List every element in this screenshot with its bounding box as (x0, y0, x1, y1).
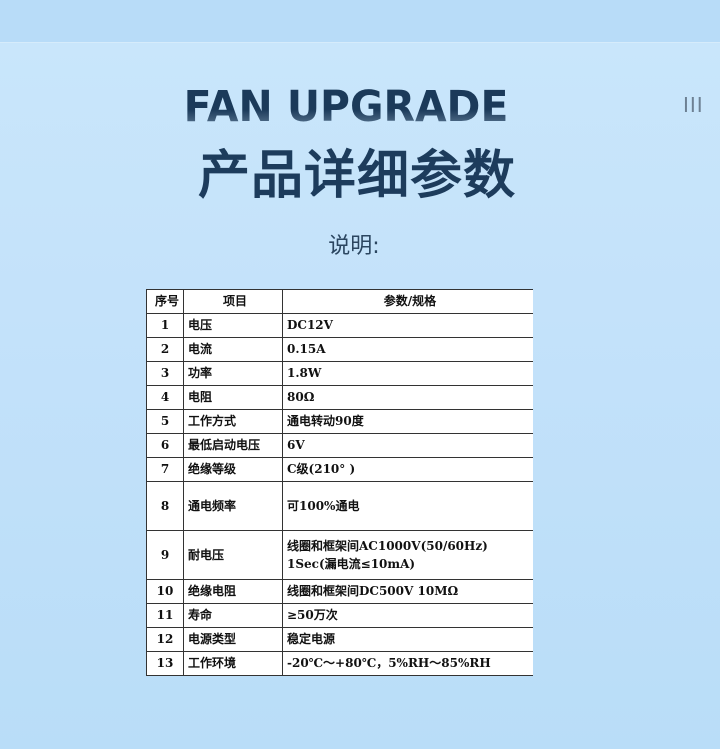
row-item: 工作环境 (183, 651, 283, 676)
table-header-row: 序号 项目 参数/规格 (146, 289, 533, 314)
row-number: 1 (146, 313, 184, 338)
row-number: 4 (146, 385, 184, 410)
row-item: 绝缘电阻 (183, 579, 283, 604)
header-no: 序号 (146, 289, 184, 314)
row-item: 绝缘等级 (183, 457, 283, 482)
row-item: 通电频率 (183, 481, 283, 531)
table-row: 4 电阻 80Ω (146, 385, 533, 410)
row-item: 寿命 (183, 603, 283, 628)
row-item: 功率 (183, 361, 283, 386)
row-value: C级(210° ) (282, 457, 533, 482)
row-value: 线圈和框架间AC1000V(50/60Hz) 1Sec(漏电流≤10mA) (282, 530, 533, 580)
row-number: 10 (146, 579, 184, 604)
row-value: 通电转动90度 (282, 409, 533, 434)
table-row: 7 绝缘等级 C级(210° ) (146, 457, 533, 482)
row-number: 11 (146, 603, 184, 628)
row-item: 电源类型 (183, 627, 283, 652)
row-item: 最低启动电压 (183, 433, 283, 458)
row-number: 8 (146, 481, 184, 531)
spec-table: 序号 项目 参数/规格 1 电压 DC12V 2 电流 0.15A 3 功率 1.8W 4 电阻 80… (146, 289, 533, 676)
row-item: 耐电压 (183, 530, 283, 580)
row-value: 1.8W (282, 361, 533, 386)
table-row: 6 最低启动电压 6V (146, 433, 533, 458)
row-value-line: 线圈和框架间AC1000V(50/60Hz) (287, 538, 488, 553)
table-row: 2 电流 0.15A (146, 337, 533, 362)
row-value: 线圈和框架间DC500V 10MΩ (282, 579, 533, 604)
row-number: 7 (146, 457, 184, 482)
table-row: 8 通电频率 可100%通电 (146, 481, 533, 531)
header-value: 参数/规格 (282, 289, 533, 314)
row-item: 电流 (183, 337, 283, 362)
table-row: 3 功率 1.8W (146, 361, 533, 386)
table-row: 1 电压 DC12V (146, 313, 533, 338)
row-number: 5 (146, 409, 184, 434)
row-item: 电阻 (183, 385, 283, 410)
title-chinese: 产品详细参数 (197, 146, 516, 206)
row-value: ≥50万次 (282, 603, 533, 628)
row-value: DC12V (282, 313, 533, 338)
row-item: 电压 (183, 313, 283, 338)
row-item: 工作方式 (183, 409, 283, 434)
table-row: 10 绝缘电阻 线圈和框架间DC500V 10MΩ (146, 579, 533, 604)
row-number: 3 (146, 361, 184, 386)
row-value: 6V (282, 433, 533, 458)
row-value-line: 1Sec(漏电流≤10mA) (287, 556, 416, 571)
row-value: 80Ω (282, 385, 533, 410)
table-row: 9 耐电压 线圈和框架间AC1000V(50/60Hz) 1Sec(漏电流≤10mA) (146, 530, 533, 580)
row-number: 6 (146, 433, 184, 458)
row-value: 可100%通电 (282, 481, 533, 531)
table-row: 12 电源类型 稳定电源 (146, 627, 533, 652)
row-value: 0.15A (282, 337, 533, 362)
table-row: 5 工作方式 通电转动90度 (146, 409, 533, 434)
row-value: 稳定电源 (282, 627, 533, 652)
row-value: -20℃～+80℃，5%RH～85%RH (282, 651, 533, 676)
row-number: 9 (146, 530, 184, 580)
menu-bars-icon: III (683, 93, 704, 117)
subtitle: 说明: (328, 234, 380, 259)
row-number: 12 (146, 627, 184, 652)
row-number: 2 (146, 337, 184, 362)
title-english: FAN UPGRADE (4, 82, 688, 132)
top-band (0, 0, 720, 43)
table-row: 11 寿命 ≥50万次 (146, 603, 533, 628)
header-item: 项目 (183, 289, 283, 314)
table-row: 13 工作环境 -20℃～+80℃，5%RH～85%RH (146, 651, 533, 676)
row-number: 13 (146, 651, 184, 676)
